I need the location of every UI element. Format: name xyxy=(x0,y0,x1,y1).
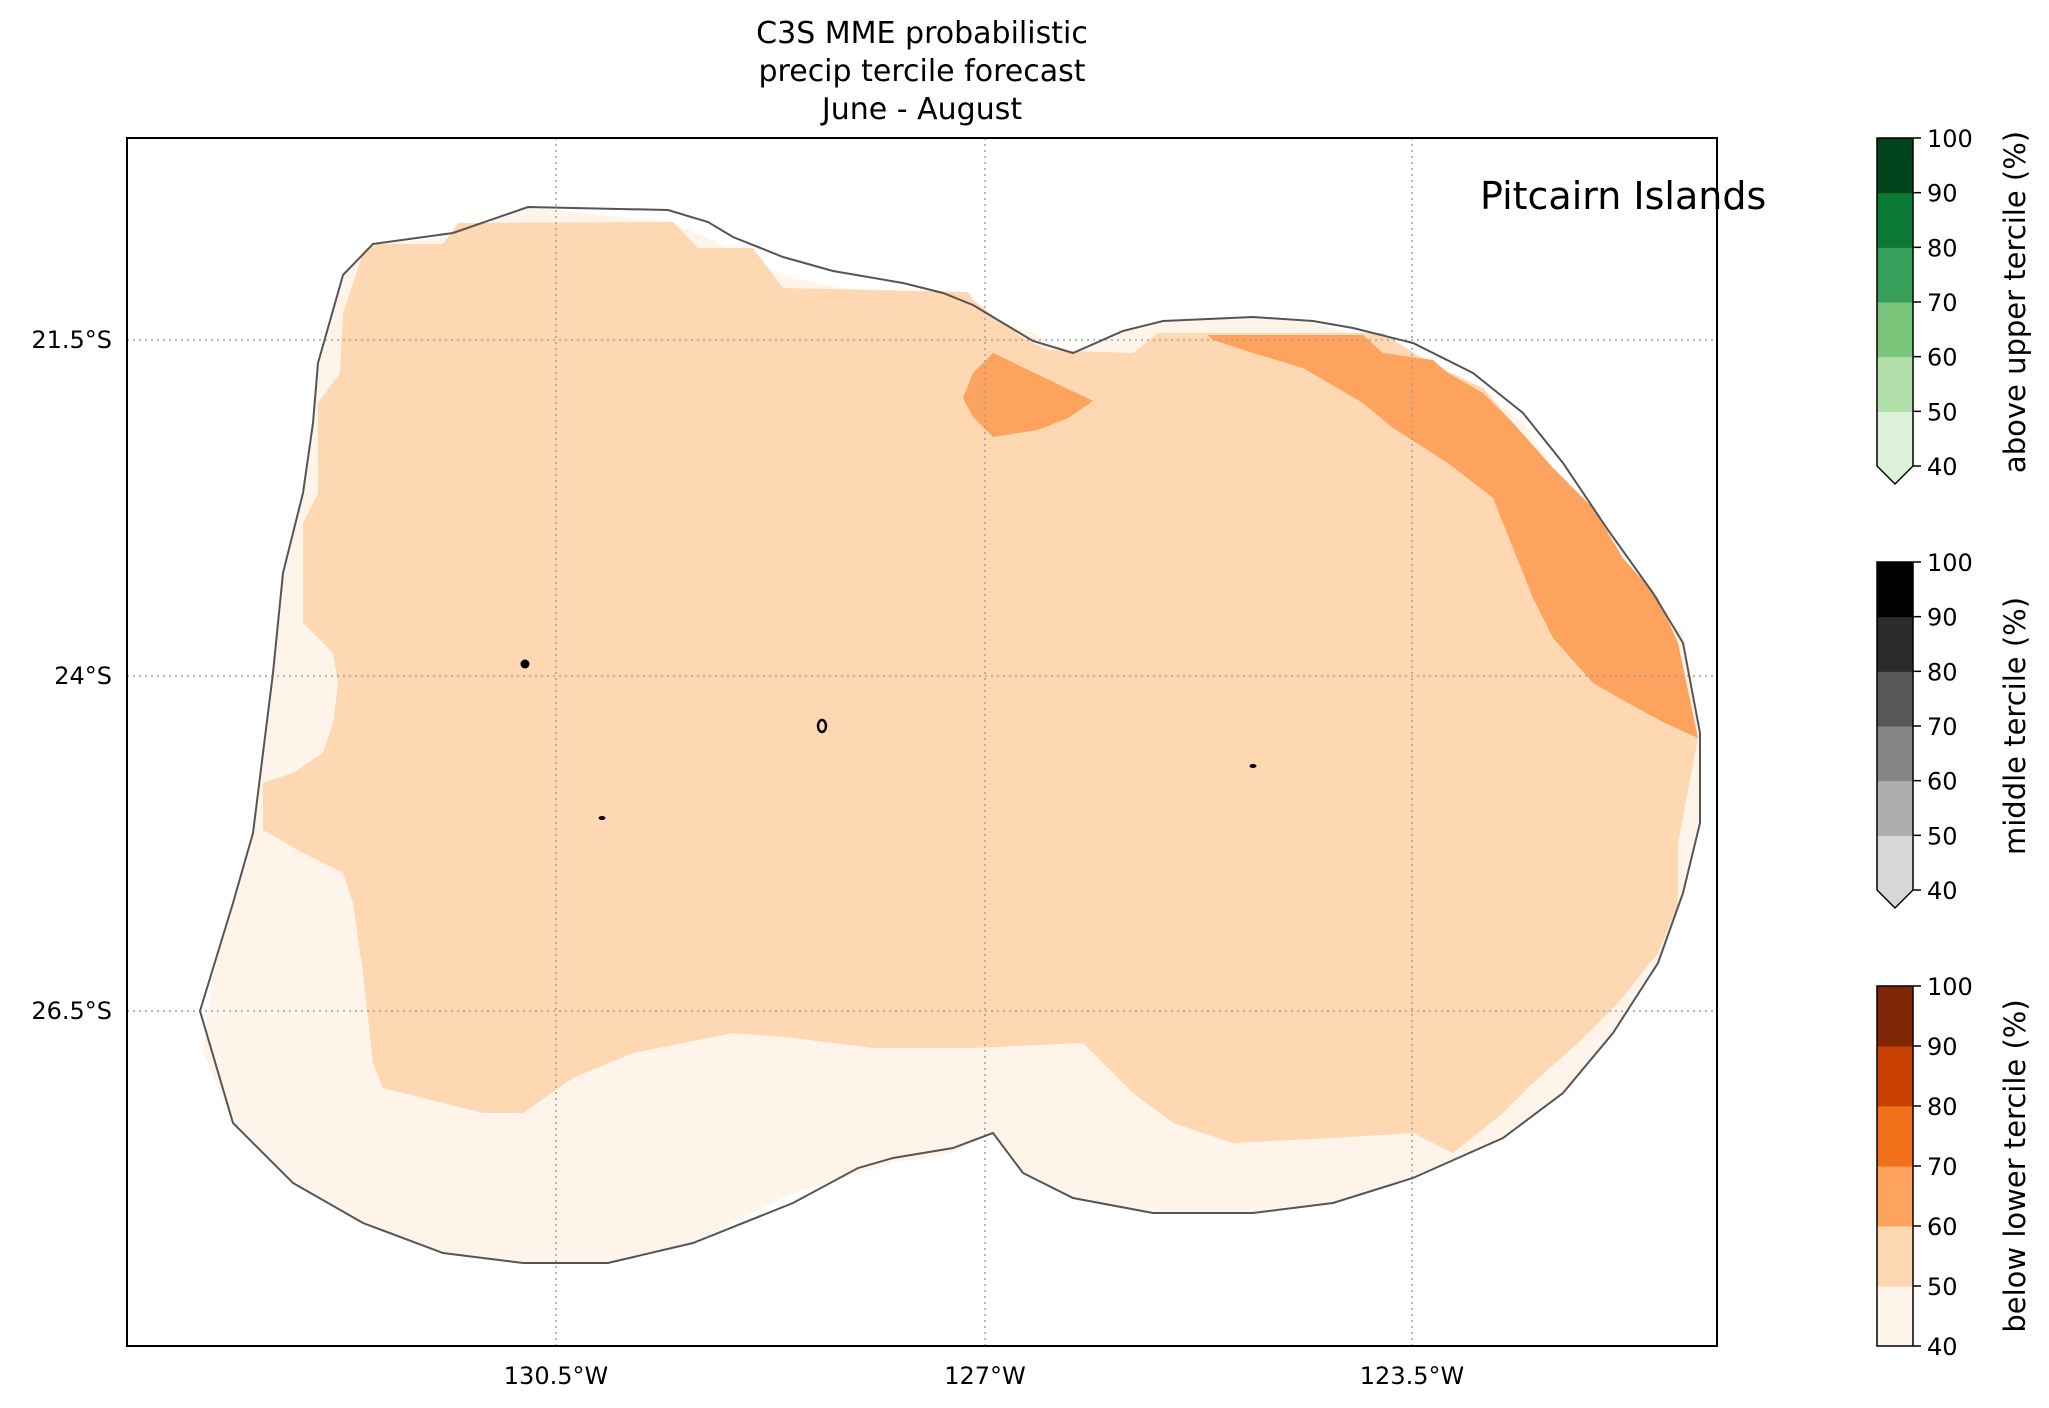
colorbar-tick-label: 60 xyxy=(1927,1213,1958,1241)
colorbar-tick-label: 90 xyxy=(1927,604,1958,632)
lon-tick-labels: 130.5°W 127°W 123.5°W xyxy=(504,1362,1464,1390)
colorbar-segment xyxy=(1877,138,1913,194)
colorbar-above-upper-label: above upper tercile (%) xyxy=(1998,131,2032,473)
colorbar-tick-label: 50 xyxy=(1927,822,1958,850)
island-pitcairn xyxy=(816,718,828,734)
colorbar-tick-label: 100 xyxy=(1927,549,1973,577)
colorbar-segment xyxy=(1877,726,1913,782)
lon-label-127w: 127°W xyxy=(944,1362,1026,1390)
chart-title: C3S MME probabilistic precip tercile for… xyxy=(756,16,1088,127)
colorbar-segment xyxy=(1877,192,1913,248)
colorbar-segment xyxy=(1877,562,1913,618)
colorbar-middle: 100 90 80 70 60 50 40 middle tercile (%) xyxy=(1876,549,2032,910)
title-line-1: C3S MME probabilistic xyxy=(756,16,1088,51)
lat-label-24s: 24°S xyxy=(54,662,112,690)
colorbar-below-lower-label: below lower tercile (%) xyxy=(1998,999,2032,1332)
colorbar-segment xyxy=(1877,835,1913,891)
colorbar-outline xyxy=(1876,561,1914,910)
region-label: Pitcairn Islands xyxy=(1480,174,1766,218)
map-panel: Pitcairn Islands 21.5°S 24°S 26.5°S 130.… xyxy=(31,137,1766,1390)
islands xyxy=(520,659,1257,820)
colorbar-segment xyxy=(1877,1046,1913,1107)
colorbar-tick-label: 70 xyxy=(1927,1153,1958,1181)
lon-label-130-5w: 130.5°W xyxy=(504,1362,608,1390)
colorbar-tick-label: 80 xyxy=(1927,1093,1958,1121)
colorbar-segment xyxy=(1877,986,1913,1047)
fill-below-60-70-patch xyxy=(963,353,1093,437)
colorbar-below-lower: 100 90 80 70 60 50 40 below lower tercile (%) xyxy=(1876,973,2032,1361)
colorbar-segment xyxy=(1877,671,1913,727)
lat-label-21-5s: 21.5°S xyxy=(31,326,112,354)
colorbar-segment xyxy=(1877,780,1913,836)
colorbar-segment xyxy=(1877,1106,1913,1167)
colorbar-extend-arrow xyxy=(1877,466,1913,484)
colorbar-middle-label: middle tercile (%) xyxy=(1998,597,2032,855)
colorbar-segment xyxy=(1877,1286,1913,1347)
colorbar-tick-label: 70 xyxy=(1927,289,1958,317)
colorbar-tick-label: 50 xyxy=(1927,1273,1958,1301)
lon-label-123-5w: 123.5°W xyxy=(1360,1362,1464,1390)
lat-label-26-5s: 26.5°S xyxy=(31,997,112,1025)
colorbar-tick-label: 90 xyxy=(1927,1033,1958,1061)
colorbar-tick-label: 40 xyxy=(1927,453,1958,481)
colorbar-segment xyxy=(1877,356,1913,412)
colorbar-segment xyxy=(1877,302,1913,358)
colorbar-tick-label: 80 xyxy=(1927,234,1958,262)
colorbar-segment xyxy=(1877,1226,1913,1287)
lat-tick-labels: 21.5°S 24°S 26.5°S xyxy=(31,326,112,1025)
colorbar-tick-label: 70 xyxy=(1927,713,1958,741)
colorbar-outline xyxy=(1876,137,1914,486)
fill-below-50-60 xyxy=(263,222,1698,1153)
title-line-2: precip tercile forecast xyxy=(759,54,1086,89)
fill-below-60-70-band xyxy=(1208,335,1698,738)
colorbar-tick-label: 90 xyxy=(1927,180,1958,208)
colorbar-segment xyxy=(1877,616,1913,672)
island-ducie-west xyxy=(520,659,530,669)
colorbar-above-upper: 100 90 80 70 60 50 40 above upper tercile (%) xyxy=(1876,125,2032,486)
forecast-fill-layers xyxy=(203,207,1700,1263)
colorbar-tick-label: 50 xyxy=(1927,398,1958,426)
gridlines xyxy=(127,138,1717,1346)
island-henderson xyxy=(1249,764,1257,768)
colorbar-tick-label: 60 xyxy=(1927,768,1958,796)
eez-outline xyxy=(198,205,1701,1264)
colorbar-tick-label: 80 xyxy=(1927,658,1958,686)
colorbar-segment xyxy=(1877,247,1913,303)
map-frame xyxy=(126,137,1718,1347)
colorbar-tick-label: 100 xyxy=(1927,125,1973,153)
colorbar-segment xyxy=(1877,1166,1913,1227)
colorbar-tick-label: 100 xyxy=(1927,973,1973,1001)
colorbar-tick-label: 40 xyxy=(1927,1333,1958,1361)
colorbar-segment xyxy=(1877,411,1913,467)
colorbar-tick-label: 40 xyxy=(1927,877,1958,905)
island-oeno xyxy=(598,816,606,820)
colorbar-tick-label: 60 xyxy=(1927,344,1958,372)
colorbar-extend-arrow xyxy=(1877,890,1913,908)
title-line-3: June - August xyxy=(820,92,1022,127)
